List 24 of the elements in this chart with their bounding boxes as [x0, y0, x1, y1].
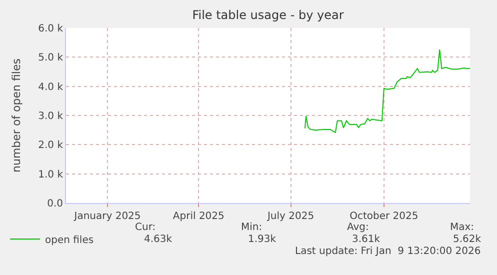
text: 4.63k — [144, 234, 172, 245]
chart-title: File table usage - by year — [192, 8, 344, 22]
text: Last update: Fri Jan 9 13:20:00 2026 — [295, 246, 481, 257]
x-tick-label: July 2025 — [266, 211, 314, 222]
text: Min: — [241, 222, 262, 233]
y-tick-label: 5.0 k — [38, 52, 64, 64]
y-axis-title: number of open files — [10, 58, 23, 172]
text: 3.61k — [352, 234, 380, 245]
y-tick-label: 1.0 k — [38, 169, 64, 180]
x-tick-label: October 2025 — [350, 211, 418, 222]
y-tick-label: 4.0 k — [38, 82, 64, 93]
line-series — [304, 49, 470, 133]
y-tick-label: 0.0 — [47, 198, 63, 210]
text: Max: — [450, 222, 474, 233]
text: Cur: — [135, 222, 156, 233]
y-tick-label: 6.0 k — [38, 24, 64, 34]
x-tick-label: January 2025 — [73, 211, 141, 222]
x-tick-label: April 2025 — [172, 211, 224, 222]
text: 5.62k — [453, 234, 482, 245]
legend-label: open files — [45, 234, 94, 246]
y-tick-label: 3.0 k — [38, 111, 64, 122]
y-tick-label: 2.0 k — [38, 140, 64, 152]
text: Avg: — [347, 222, 369, 233]
text: 1.93k — [248, 234, 276, 245]
